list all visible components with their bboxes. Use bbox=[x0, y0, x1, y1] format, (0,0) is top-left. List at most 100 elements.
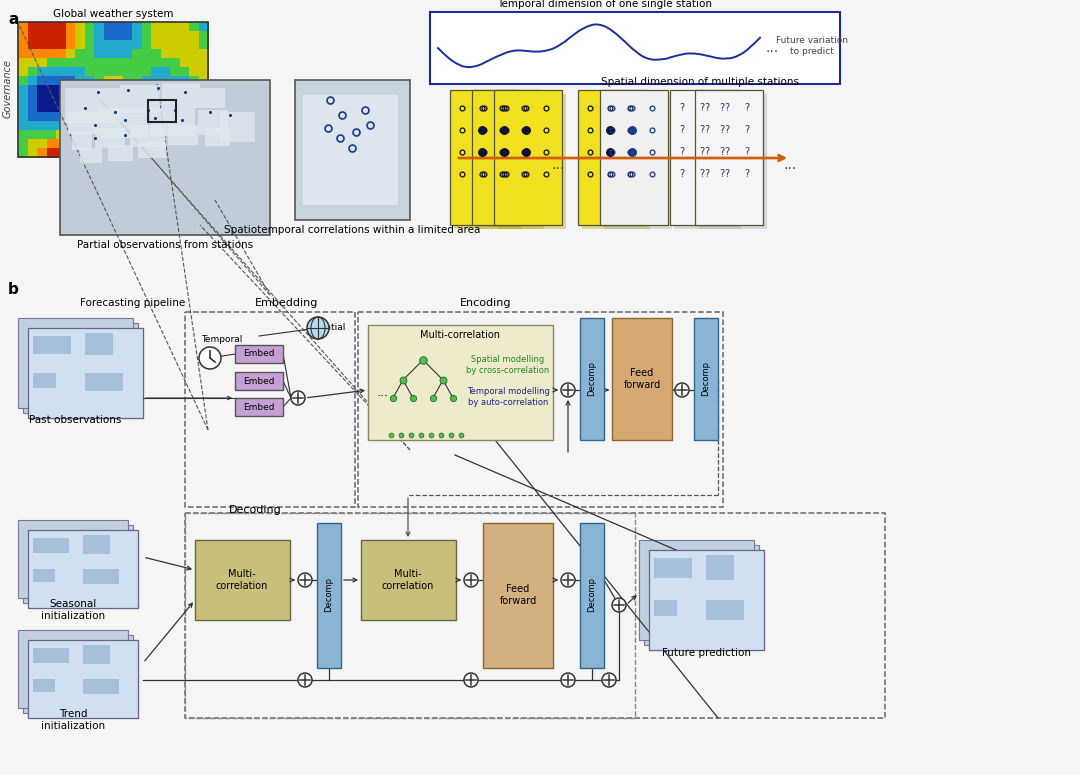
Bar bbox=[189, 139, 200, 149]
Bar bbox=[132, 22, 143, 32]
Bar bbox=[141, 31, 152, 41]
Bar bbox=[46, 112, 57, 122]
Bar bbox=[37, 31, 48, 41]
Bar bbox=[699, 94, 767, 229]
Bar bbox=[199, 67, 208, 77]
Bar bbox=[141, 103, 152, 113]
Bar bbox=[179, 49, 190, 59]
Bar bbox=[170, 67, 180, 77]
Bar bbox=[235, 398, 283, 416]
Bar bbox=[161, 148, 171, 158]
Bar bbox=[37, 148, 48, 158]
Bar bbox=[199, 40, 208, 50]
Bar bbox=[18, 49, 28, 59]
Bar bbox=[151, 67, 161, 77]
Bar bbox=[28, 530, 138, 608]
Bar bbox=[170, 31, 180, 41]
Bar bbox=[132, 103, 143, 113]
Bar bbox=[37, 58, 48, 67]
Bar bbox=[104, 121, 113, 131]
Bar bbox=[104, 40, 113, 50]
Bar bbox=[95, 128, 125, 148]
Bar bbox=[56, 139, 66, 149]
Bar bbox=[122, 40, 133, 50]
Bar bbox=[476, 94, 544, 229]
Bar bbox=[84, 130, 95, 140]
Bar bbox=[23, 323, 138, 413]
Bar bbox=[132, 67, 143, 77]
Bar bbox=[694, 318, 718, 440]
Text: Decomp: Decomp bbox=[588, 361, 596, 397]
Bar bbox=[56, 130, 66, 140]
Bar bbox=[179, 121, 190, 131]
Bar bbox=[75, 76, 85, 86]
Circle shape bbox=[561, 383, 575, 397]
Bar bbox=[122, 130, 133, 140]
Circle shape bbox=[464, 573, 478, 587]
Bar bbox=[27, 76, 38, 86]
Bar bbox=[46, 58, 57, 67]
Bar bbox=[80, 148, 102, 163]
Text: ?: ? bbox=[704, 125, 710, 135]
Bar bbox=[141, 76, 152, 86]
Bar bbox=[195, 540, 291, 620]
Bar bbox=[27, 139, 38, 149]
Bar bbox=[18, 139, 28, 149]
Bar bbox=[84, 31, 95, 41]
Bar bbox=[639, 540, 754, 640]
Bar bbox=[104, 94, 113, 104]
Text: Past observations: Past observations bbox=[29, 415, 121, 425]
Bar bbox=[113, 22, 123, 32]
Text: Embed: Embed bbox=[243, 350, 274, 359]
Bar bbox=[18, 58, 28, 67]
Bar bbox=[161, 76, 171, 86]
Bar bbox=[75, 94, 85, 104]
Bar bbox=[66, 103, 76, 113]
Bar bbox=[132, 76, 143, 86]
Bar bbox=[75, 49, 85, 59]
Bar bbox=[83, 569, 119, 584]
Bar bbox=[94, 22, 105, 32]
Bar bbox=[37, 112, 48, 122]
Bar bbox=[150, 108, 195, 136]
Text: Decoding: Decoding bbox=[229, 505, 282, 515]
Text: Decomp: Decomp bbox=[324, 577, 334, 612]
Bar bbox=[122, 121, 133, 131]
Bar bbox=[46, 139, 57, 149]
Bar bbox=[46, 49, 57, 59]
Circle shape bbox=[561, 673, 575, 687]
Bar bbox=[56, 31, 66, 41]
Text: ?: ? bbox=[719, 147, 725, 157]
Bar bbox=[189, 148, 200, 158]
Bar bbox=[18, 31, 28, 41]
Bar bbox=[199, 130, 208, 140]
Bar bbox=[104, 49, 113, 59]
Bar bbox=[179, 67, 190, 77]
Bar bbox=[94, 58, 105, 67]
Text: ?: ? bbox=[679, 147, 685, 157]
Bar bbox=[654, 600, 677, 616]
Bar bbox=[151, 121, 161, 131]
Bar bbox=[199, 85, 208, 95]
Text: Spatiotemporal correlations within a limited area: Spatiotemporal correlations within a lim… bbox=[224, 225, 481, 235]
Bar bbox=[161, 121, 171, 131]
Bar bbox=[94, 148, 105, 158]
Bar bbox=[161, 58, 171, 67]
Bar bbox=[113, 85, 123, 95]
Bar bbox=[199, 148, 208, 158]
Text: ...: ... bbox=[377, 387, 389, 399]
Bar bbox=[27, 40, 38, 50]
Bar bbox=[161, 103, 171, 113]
Bar bbox=[205, 128, 230, 146]
Bar bbox=[170, 148, 180, 158]
Text: Embedding: Embedding bbox=[255, 298, 319, 308]
Text: ...: ... bbox=[766, 41, 779, 55]
Bar bbox=[66, 76, 76, 86]
Bar bbox=[75, 22, 85, 32]
Bar bbox=[94, 31, 105, 41]
Bar bbox=[122, 31, 133, 41]
Bar bbox=[122, 139, 133, 149]
Bar bbox=[483, 523, 553, 668]
Text: Trend
initialization: Trend initialization bbox=[41, 709, 105, 731]
Bar bbox=[179, 85, 190, 95]
